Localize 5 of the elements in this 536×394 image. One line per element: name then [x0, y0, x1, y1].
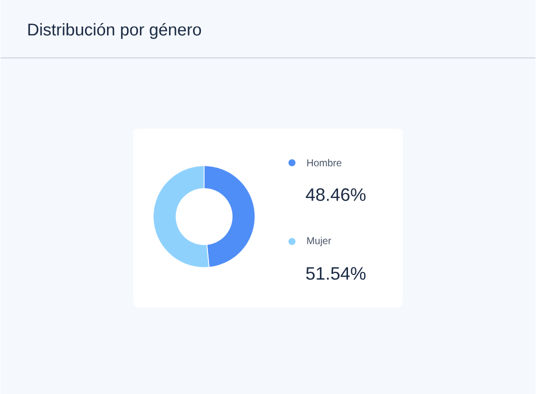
legend-label: Hombre — [307, 158, 342, 166]
data-label: 48.46% — [306, 188, 366, 201]
data-label: 51.54% — [306, 267, 366, 280]
chart-title: Distribución por género — [28, 22, 201, 39]
legend-label: Mujer — [307, 236, 332, 246]
